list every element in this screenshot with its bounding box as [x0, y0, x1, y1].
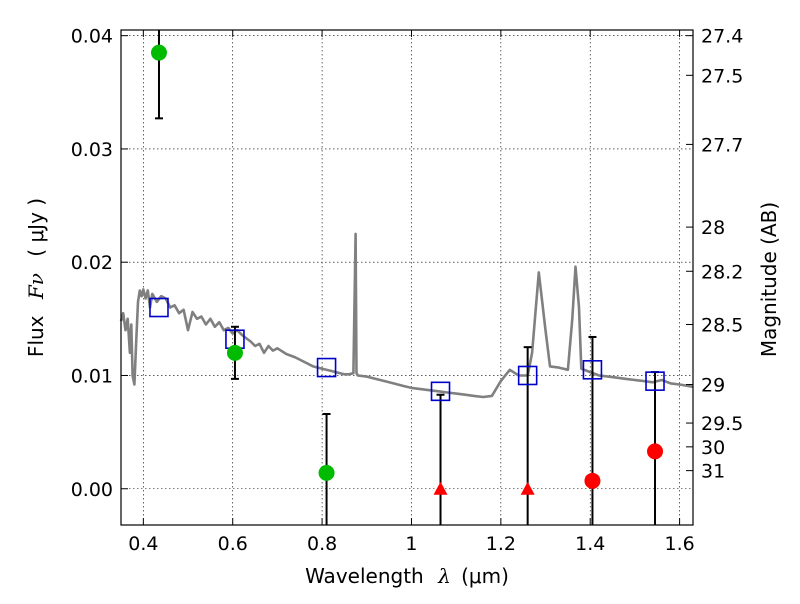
magnitude-tick-label: 29	[701, 375, 725, 397]
y-axis-label-unit: ( μJy )	[24, 198, 48, 257]
y-tick-label: 0.01	[71, 365, 113, 387]
magnitude-tick-label: 27.7	[701, 134, 743, 156]
y-tick-label: 0.03	[71, 139, 113, 161]
detection-point	[318, 464, 335, 481]
model-spectrum-layer	[119, 232, 694, 399]
model-photometry-square	[149, 297, 169, 318]
x-axis-label: Wavelength λ (μm)	[305, 564, 509, 588]
model-spectrum-line	[119, 232, 694, 399]
magnitude-tick-label: 28.2	[701, 261, 743, 283]
x-tick-label: 0.4	[128, 533, 158, 555]
x-tick-label: 1	[405, 533, 417, 555]
magnitude-tick-label: 28	[701, 217, 725, 239]
magnitude-tick-label: 28.5	[701, 315, 743, 337]
magnitude-tick-label: 30	[701, 437, 725, 459]
model-photometry-square	[645, 371, 665, 391]
markers-layer	[149, 44, 665, 495]
detection-point	[150, 44, 167, 61]
x-tick-label: 0.6	[218, 533, 248, 555]
plot-frame	[120, 29, 694, 526]
x-axis-label-symbol: λ	[437, 564, 451, 588]
y-tick-label: 0.04	[71, 26, 113, 48]
model-photometry-square	[582, 360, 603, 380]
y-axis-label-symbol: Fν	[24, 273, 48, 300]
grid-lines	[121, 30, 693, 525]
magnitude-tick-label: 31	[701, 461, 725, 483]
low-significance-point	[584, 472, 601, 489]
y-axis-label-text: Flux	[24, 315, 48, 357]
upper-limit-triangle	[433, 481, 448, 495]
x-tick-label: 1.6	[664, 533, 694, 555]
x-axis-label-unit: (μm)	[461, 564, 509, 588]
y-axis-label: Flux Fν ( μJy )	[24, 198, 48, 357]
model-photometry-square	[430, 381, 451, 402]
right-axis-label: Magnitude (AB)	[757, 202, 781, 357]
y-tick-label: 0.02	[71, 252, 113, 274]
model-photometry-square	[517, 365, 538, 386]
x-tick-label: 0.8	[307, 533, 337, 555]
model-photometry-square	[316, 357, 337, 378]
x-tick-label: 1.4	[575, 533, 605, 555]
magnitude-tick-label: 27.4	[701, 26, 743, 48]
detection-point	[226, 344, 243, 361]
magnitude-tick-label: 29.5	[701, 413, 743, 435]
magnitude-tick-label: 27.5	[701, 65, 743, 87]
ticks-layer: 0.4 0.6 0.8 1 1.2 1.4 1.6 0.00 0.01 0.02 0.03 0.04 2…	[71, 26, 744, 555]
x-axis-label-text: Wavelength	[305, 564, 424, 588]
x-tick-label: 1.2	[486, 533, 516, 555]
low-significance-point	[647, 443, 664, 460]
y-tick-label: 0.00	[71, 479, 113, 501]
error-bars-layer	[154, 30, 660, 525]
upper-limit-triangle	[520, 481, 535, 495]
